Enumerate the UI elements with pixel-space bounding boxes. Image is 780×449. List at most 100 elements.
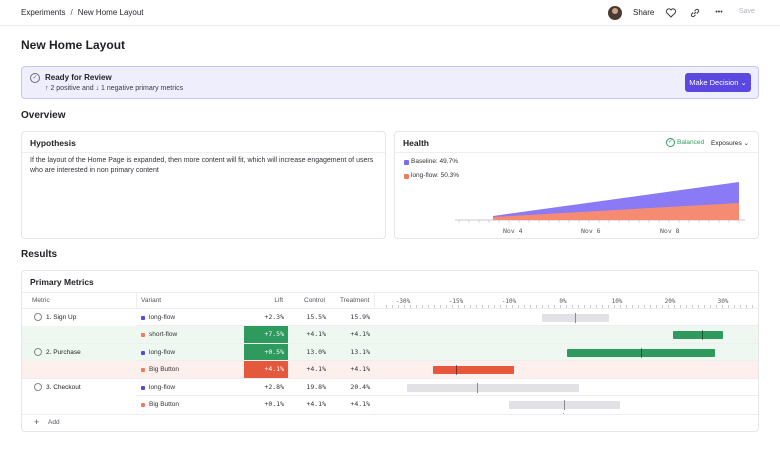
variant-name: long-flow	[149, 348, 176, 356]
axis-tick-label: 30%	[717, 298, 729, 305]
axis-minor-tick	[710, 305, 711, 308]
top-bar	[0, 0, 780, 26]
axis-minor-tick	[464, 305, 465, 308]
divider	[136, 395, 758, 396]
table-row[interactable]: 3. Checkout long-flow +2.8% 19.8% 20.4%	[22, 377, 758, 396]
axis-minor-tick	[746, 305, 747, 308]
divider	[136, 360, 758, 362]
make-decision-button[interactable]: Make Decision ⌄	[685, 73, 751, 92]
breadcrumb-separator: /	[70, 8, 73, 17]
axis-minor-tick	[668, 305, 669, 308]
legend-swatch-long-flow	[404, 174, 409, 179]
axis-minor-tick	[674, 305, 675, 308]
axis-minor-tick	[500, 305, 501, 308]
add-icon[interactable]: +	[34, 417, 40, 427]
results-card: Primary Metrics Metric Variant Lift Cont…	[21, 270, 759, 432]
divider	[22, 342, 758, 344]
link-icon[interactable]	[689, 7, 701, 19]
col-metric: Metric	[32, 297, 50, 304]
treatment-value: +4.1%	[350, 330, 370, 339]
legend-long-flow: long-flow: 50.3%	[411, 172, 460, 179]
axis-minor-tick	[536, 305, 537, 308]
table-row[interactable]: short-flow +7.5% +4.1% +4.1%	[22, 325, 758, 344]
axis-minor-tick	[620, 305, 621, 308]
axis-minor-tick	[482, 305, 483, 308]
axis-minor-tick	[662, 305, 663, 308]
axis-minor-tick	[626, 305, 627, 308]
variant-swatch	[141, 385, 145, 390]
control-value: +4.1%	[306, 330, 326, 339]
table-row[interactable]: 1. Sign Up long-flow +2.3% 15.5% 15.9%	[22, 308, 758, 326]
axis-minor-tick	[452, 305, 453, 308]
health-title: Health	[403, 138, 429, 148]
table-row[interactable]: Big Button +4.1% +4.1% +4.1%	[22, 360, 758, 379]
x-tick-nov6: Nov 6	[581, 227, 601, 235]
variant-name: short-flow	[149, 331, 178, 339]
axis-minor-tick	[632, 305, 633, 308]
confidence-interval-bar[interactable]	[406, 383, 580, 392]
add-metric-button[interactable]: Add	[48, 419, 60, 426]
axis-minor-tick	[578, 305, 579, 308]
metric-name[interactable]: 2. Purchase	[46, 348, 81, 356]
confidence-interval-bar[interactable]	[567, 348, 716, 357]
breadcrumb-experiments[interactable]: Experiments	[21, 8, 66, 17]
more-icon[interactable]: •••	[715, 9, 723, 16]
heart-icon[interactable]	[665, 7, 677, 19]
lift-value: +0.5%	[244, 343, 288, 361]
control-value: 15.5%	[306, 313, 326, 321]
axis-minor-tick	[572, 305, 573, 308]
avatar[interactable]	[608, 6, 622, 20]
axis-minor-tick	[680, 305, 681, 308]
axis-minor-tick	[488, 305, 489, 308]
col-lift: Lift	[274, 297, 283, 304]
point-estimate-marker	[701, 330, 703, 341]
axis-minor-tick	[410, 305, 411, 308]
axis-minor-tick	[596, 305, 597, 308]
axis-minor-tick	[404, 305, 405, 308]
table-row[interactable]: Big Button +0.1% +4.1% +4.1%	[22, 395, 758, 413]
save-button[interactable]: Save	[739, 8, 755, 15]
axis-minor-tick	[638, 305, 639, 308]
target-icon	[34, 382, 42, 391]
review-title: Ready for Review	[45, 73, 112, 82]
axis-minor-tick	[566, 305, 567, 308]
axis-minor-tick	[512, 305, 513, 308]
axis-tick-label: 20%	[664, 298, 676, 305]
axis-minor-tick	[704, 305, 705, 308]
target-icon	[34, 313, 42, 321]
treatment-value: +4.1%	[350, 400, 370, 408]
divider	[22, 292, 758, 293]
axis-minor-tick	[608, 305, 609, 308]
variant-name: Big Button	[149, 366, 179, 374]
axis-minor-tick	[494, 305, 495, 308]
treatment-value: 20.4%	[350, 382, 370, 391]
axis-minor-tick	[398, 305, 399, 308]
check-circle-icon: ✓	[666, 138, 675, 147]
exposures-dropdown[interactable]: Exposures ⌄	[711, 140, 749, 147]
axis-tick-label: -30%	[395, 298, 411, 305]
share-button[interactable]: Share	[633, 8, 655, 17]
table-row[interactable]: 2. Purchase long-flow +0.5% 13.0% 13.1%	[22, 342, 758, 361]
variant-name: long-flow	[149, 314, 176, 321]
control-value: 19.8%	[306, 382, 326, 391]
axis-tick-label: 10%	[611, 298, 623, 305]
legend-baseline: Baseline: 49.7%	[411, 158, 458, 165]
metric-name[interactable]: 3. Checkout	[46, 383, 81, 391]
axis-minor-tick	[506, 305, 507, 308]
axis-minor-tick	[686, 305, 687, 308]
divider	[22, 152, 385, 153]
treatment-value: 13.1%	[350, 347, 370, 356]
confidence-interval-bar[interactable]	[672, 331, 723, 340]
confidence-interval-bar[interactable]	[433, 366, 515, 375]
axis-minor-tick	[740, 305, 741, 308]
col-control: Control	[304, 297, 325, 304]
axis-minor-tick	[716, 305, 717, 308]
control-value: +4.1%	[306, 365, 326, 374]
axis-minor-tick	[548, 305, 549, 308]
axis-minor-tick	[734, 305, 735, 308]
metric-name[interactable]: 1. Sign Up	[46, 314, 77, 321]
axis-minor-tick	[518, 305, 519, 308]
point-estimate-marker	[477, 382, 479, 393]
axis-minor-tick	[470, 305, 471, 308]
breadcrumb-current: New Home Layout	[77, 8, 144, 17]
